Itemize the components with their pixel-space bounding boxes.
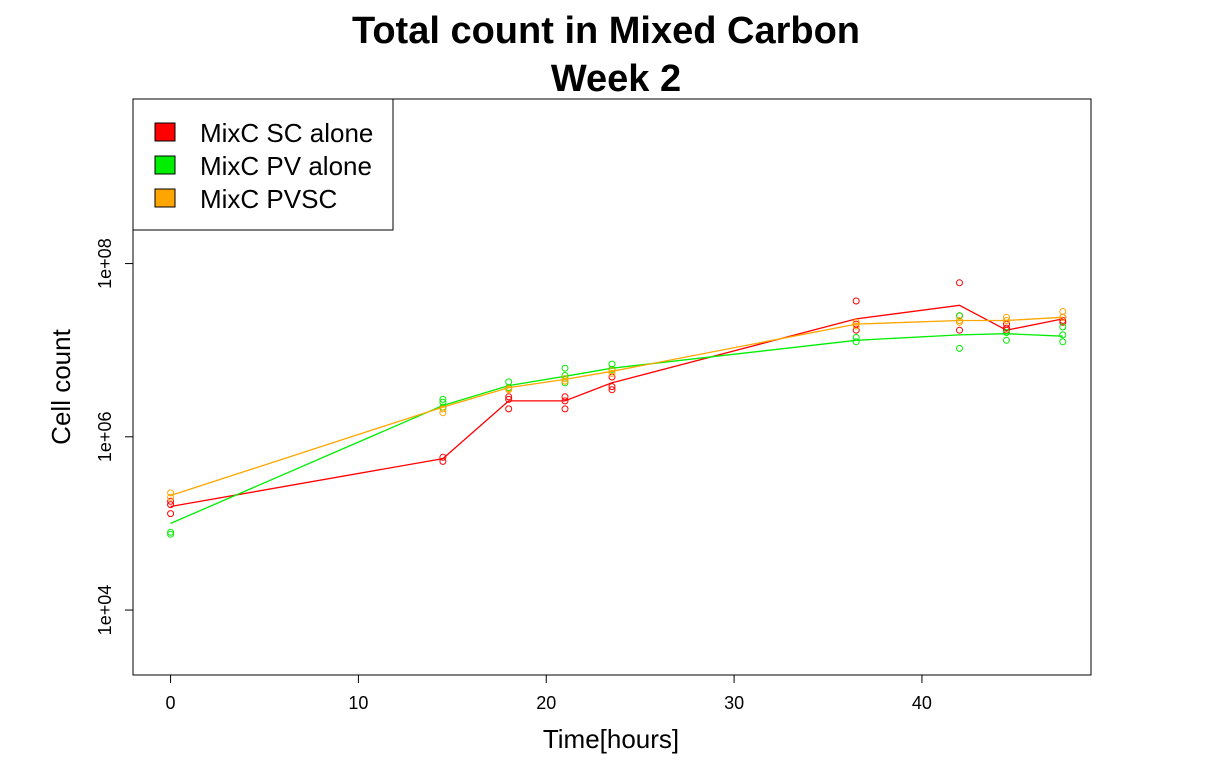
data-point	[505, 405, 513, 413]
y-tick-label: 1e+04	[95, 585, 115, 636]
data-point	[167, 493, 175, 501]
data-point	[852, 338, 860, 346]
data-point	[1059, 308, 1067, 315]
chart-title: Total count in Mixed Carbon	[352, 10, 860, 52]
data-point	[956, 279, 963, 287]
data-point	[561, 377, 569, 385]
data-point	[1003, 324, 1010, 332]
data-point	[608, 360, 616, 368]
data-point	[1059, 323, 1067, 331]
legend-label-pv: MixC PV alone	[200, 151, 372, 181]
y-tick-label: 1e+08	[95, 238, 115, 289]
x-tick-label: 40	[912, 693, 932, 713]
data-point	[956, 318, 963, 326]
legend-box	[132, 98, 394, 231]
data-point	[505, 395, 513, 403]
data-point	[505, 393, 513, 401]
x-axis: 0 10 20 30 40	[166, 674, 932, 713]
data-point	[956, 326, 963, 334]
data-point	[439, 453, 447, 461]
data-point	[852, 326, 860, 334]
series-0	[167, 279, 1067, 518]
data-point	[1003, 329, 1010, 336]
x-tick-label: 0	[166, 693, 176, 713]
data-point	[608, 386, 616, 394]
series-line	[170, 316, 1063, 497]
data-point	[439, 395, 447, 403]
data-point	[167, 530, 175, 538]
data-point	[1003, 336, 1010, 344]
data-point	[167, 510, 175, 518]
data-point	[956, 312, 963, 320]
data-point	[608, 369, 616, 377]
series-line	[170, 304, 1063, 508]
data-point	[561, 393, 569, 401]
data-point	[439, 409, 447, 417]
x-tick-label: 10	[348, 693, 368, 713]
data-point	[852, 334, 860, 341]
series-line	[170, 333, 1063, 524]
x-tick-label: 30	[724, 693, 744, 713]
data-point	[608, 367, 616, 375]
data-point	[608, 383, 616, 391]
data-point	[561, 397, 569, 405]
data-point	[561, 405, 569, 413]
legend-swatch-pvsc	[154, 188, 176, 208]
data-point	[167, 489, 175, 497]
data-point	[167, 497, 175, 505]
data-point	[561, 364, 569, 372]
legend-label-pvsc: MixC PVSC	[200, 184, 337, 214]
x-tick-label: 20	[536, 693, 556, 713]
data-point	[439, 405, 447, 413]
data-point	[167, 528, 175, 536]
data-point	[1003, 317, 1010, 324]
legend: MixC SC alone MixC PV alone MixC PVSC	[132, 98, 394, 231]
legend-swatch-pv	[154, 155, 176, 175]
data-point	[1003, 313, 1010, 321]
y-tick-label: 1e+06	[95, 412, 115, 463]
data-point	[852, 318, 860, 326]
series-2	[167, 308, 1067, 501]
data-point	[1059, 318, 1067, 326]
chart-subtitle: Week 2	[551, 58, 681, 100]
data-point	[167, 501, 175, 509]
y-axis-label: Cell count	[46, 328, 76, 444]
data-point	[852, 297, 860, 305]
legend-swatch-sc	[154, 122, 176, 142]
series-layer	[167, 279, 1067, 538]
data-point	[1059, 313, 1067, 321]
data-point	[505, 378, 513, 386]
series-1	[167, 312, 1067, 538]
data-point	[439, 398, 447, 406]
data-point	[1059, 338, 1067, 346]
data-point	[852, 322, 860, 330]
data-point	[956, 344, 963, 352]
data-point	[505, 386, 513, 394]
data-point	[439, 457, 447, 465]
x-axis-label: Time[hours]	[543, 724, 679, 754]
data-point	[1059, 331, 1067, 339]
data-point	[561, 375, 569, 383]
y-axis: 1e+04 1e+06 1e+08	[95, 238, 134, 636]
legend-label-sc: MixC SC alone	[200, 118, 373, 148]
